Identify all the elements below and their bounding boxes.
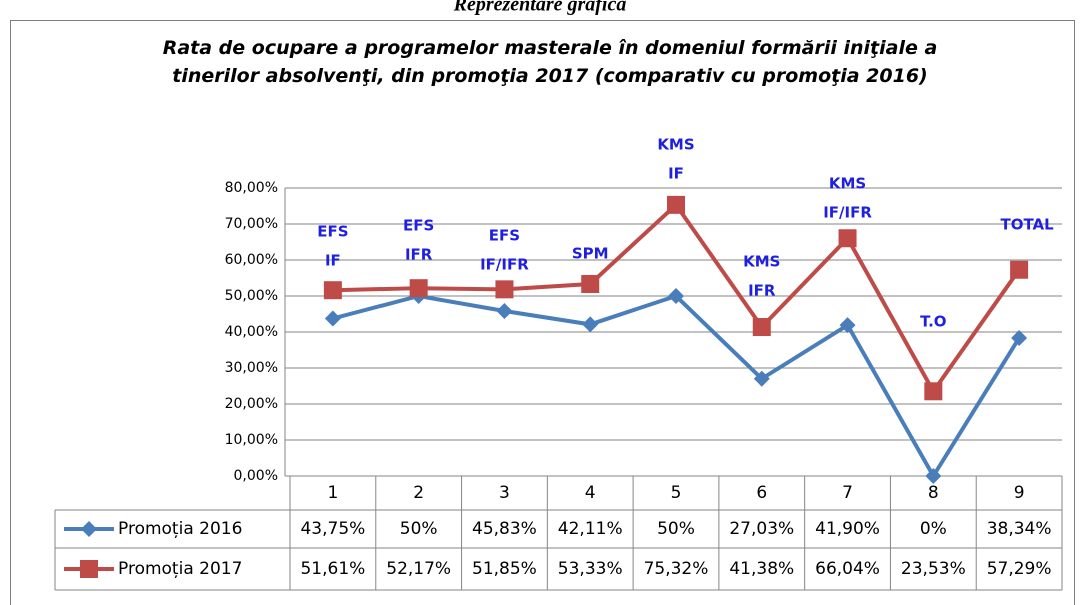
annotation: IF (668, 165, 684, 183)
marker (496, 303, 513, 320)
legend-label: Promoția 2017 (118, 559, 242, 579)
marker (495, 280, 514, 299)
chart-frame (10, 20, 1075, 605)
marker (753, 370, 770, 387)
marker (838, 229, 857, 248)
x-tick-label: 8 (928, 483, 939, 503)
marker (668, 288, 684, 304)
marker (667, 195, 685, 214)
x-tick-label: 2 (413, 483, 424, 503)
annotation: EFS (489, 227, 520, 245)
table-value: 0% (920, 519, 947, 539)
table-value: 23,53% (901, 559, 966, 579)
table-value: 66,04% (815, 559, 880, 579)
annotation: SPM (572, 245, 609, 263)
marker (323, 281, 342, 300)
series-line (332, 293, 1021, 480)
table-value: 50% (400, 519, 438, 539)
annotation: KMS (657, 136, 694, 154)
y-tick-label: 40,00% (225, 324, 278, 340)
y-tick-label: 30,00% (225, 360, 278, 376)
legend-marker (80, 560, 98, 578)
marker (581, 275, 600, 294)
y-tick-label: 80,00% (225, 180, 278, 196)
table-value: 38,34% (987, 519, 1052, 539)
marker (324, 310, 341, 327)
annotation: KMS (743, 253, 780, 271)
y-tick-label: 10,00% (225, 432, 278, 448)
marker (1011, 329, 1028, 346)
table-value: 52,17% (386, 559, 451, 579)
annotation: EFS (317, 223, 348, 241)
table-value: 50% (657, 519, 695, 539)
table-value: 27,03% (729, 519, 794, 539)
y-tick-label: 50,00% (225, 288, 278, 304)
annotation: IF (325, 252, 341, 270)
y-tick-label: 70,00% (225, 216, 278, 232)
x-tick-label: 1 (327, 483, 338, 503)
x-tick-label: 7 (842, 483, 853, 503)
annotation: T.O (920, 313, 946, 331)
table-value: 41,90% (815, 519, 880, 539)
table-value: 51,85% (472, 559, 537, 579)
x-tick-label: 5 (671, 483, 682, 503)
legend-label: Promoția 2016 (118, 519, 242, 539)
chart-title: Rata de ocupare a programelor masterale … (162, 37, 938, 87)
annotation: IF/IFR (823, 204, 872, 222)
marker (924, 382, 943, 401)
x-tick-label: 6 (756, 483, 767, 503)
table-value: 75,32% (644, 559, 709, 579)
marker (409, 279, 428, 298)
table-value: 51,61% (300, 559, 365, 579)
heading: Reprezentare grafică (453, 0, 627, 16)
annotation: TOTAL (1001, 216, 1055, 234)
annotation: IFR (748, 282, 776, 300)
y-tick-label: 60,00% (225, 252, 278, 268)
legend-marker (81, 521, 97, 537)
y-tick-label: 0,00% (234, 468, 278, 484)
table-value: 45,83% (472, 519, 537, 539)
marker (582, 316, 599, 333)
annotation: IFR (405, 246, 433, 264)
x-tick-label: 3 (499, 483, 510, 503)
annotation: KMS (829, 175, 866, 193)
table-value: 42,11% (558, 519, 623, 539)
annotation: IF/IFR (480, 256, 529, 274)
marker (925, 468, 942, 484)
table-value: 43,75% (300, 519, 365, 539)
marker (839, 317, 856, 334)
table-value: 41,38% (729, 559, 794, 579)
table-value: 53,33% (558, 559, 623, 579)
marker (1010, 260, 1029, 279)
y-tick-label: 20,00% (225, 396, 278, 412)
x-tick-label: 9 (1014, 483, 1025, 503)
x-tick-label: 4 (585, 483, 596, 503)
table-value: 57,29% (987, 559, 1052, 579)
marker (752, 318, 771, 337)
annotation: EFS (403, 217, 434, 235)
